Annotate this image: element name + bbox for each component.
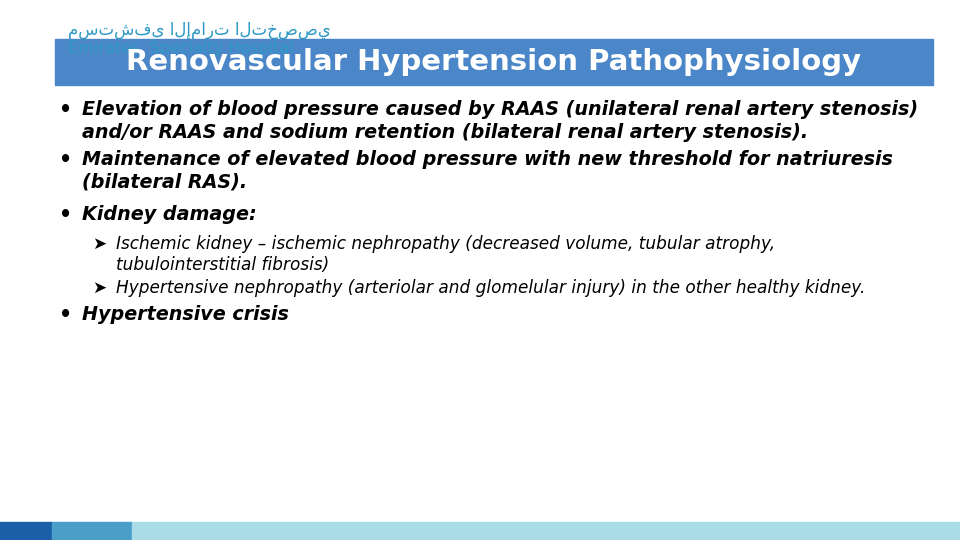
Text: •: • [58, 150, 71, 170]
Bar [0, 522, 52, 540]
Bar [132, 522, 960, 540]
Text: Hypertensive crisis: Hypertensive crisis [82, 305, 289, 324]
Text: ➤: ➤ [92, 279, 107, 297]
Text: Kidney damage:: Kidney damage: [82, 205, 256, 224]
Text: Ischemic kidney – ischemic nephropathy (decreased volume, tubular atrophy,
tubul: Ischemic kidney – ischemic nephropathy (… [116, 235, 775, 274]
Text: Emirates  Specialty Hospital: Emirates Specialty Hospital [68, 40, 294, 56]
Text: ➤: ➤ [92, 235, 107, 253]
Bar [55, 39, 933, 85]
Text: •: • [58, 205, 71, 225]
Text: •: • [58, 100, 71, 120]
Text: •: • [58, 305, 71, 325]
Text: Hypertensive nephropathy (arteriolar and glomelular injury) in the other healthy: Hypertensive nephropathy (arteriolar and… [116, 279, 865, 297]
Text: Maintenance of elevated blood pressure with new threshold for natriuresis
(bilat: Maintenance of elevated blood pressure w… [82, 150, 893, 192]
Text: Elevation of blood pressure caused by RAAS (unilateral renal artery stenosis)
an: Elevation of blood pressure caused by RA… [82, 100, 918, 141]
Text: مستشفى الإمارت التخصصي: مستشفى الإمارت التخصصي [68, 21, 331, 39]
Bar [52, 522, 132, 540]
Text: Renovascular Hypertension Pathophysiology: Renovascular Hypertension Pathophysiolog… [127, 48, 861, 76]
